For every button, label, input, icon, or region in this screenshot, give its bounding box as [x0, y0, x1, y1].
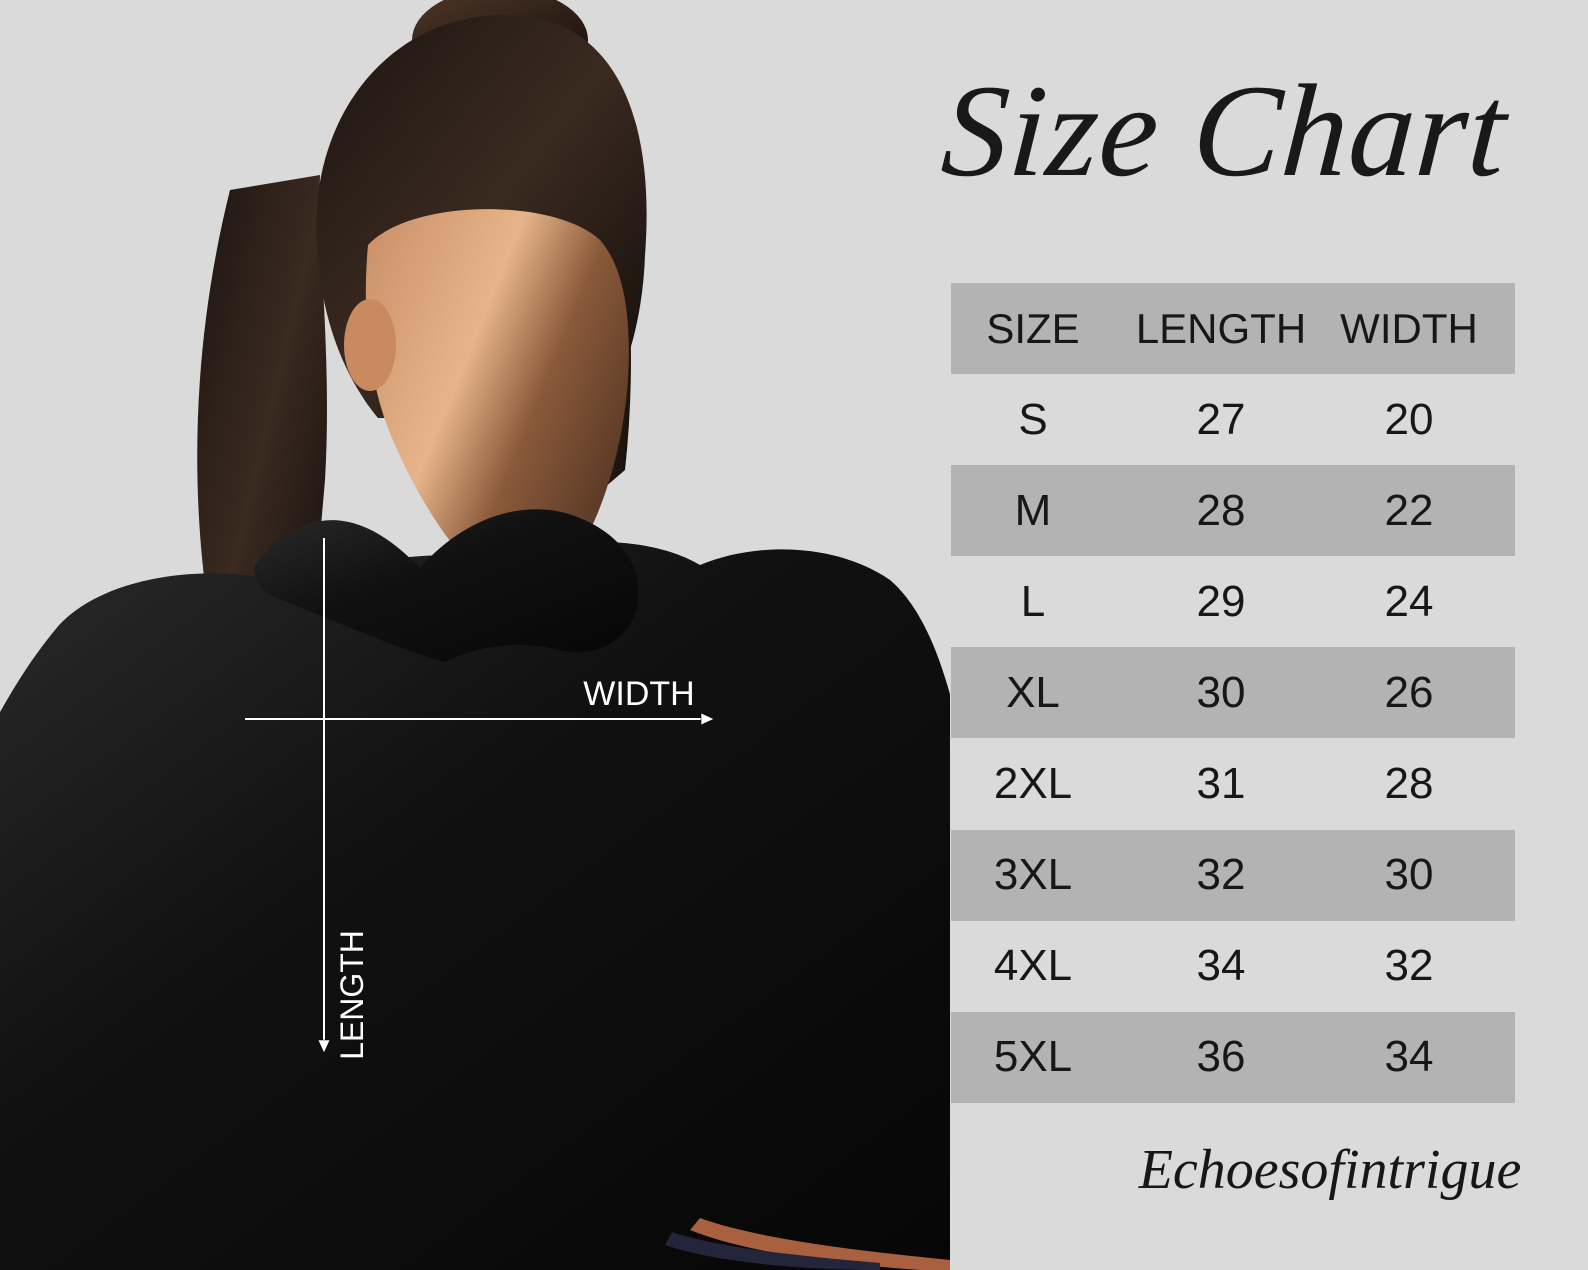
- svg-text:LENGTH: LENGTH: [334, 930, 370, 1060]
- svg-text:WIDTH: WIDTH: [583, 675, 694, 713]
